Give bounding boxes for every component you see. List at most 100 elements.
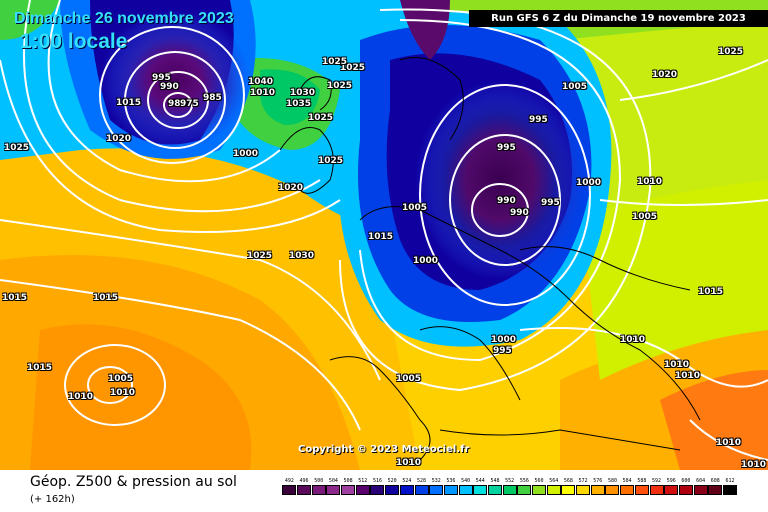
- legend-value: 524: [402, 478, 412, 484]
- isobar-label: 1025: [340, 63, 366, 73]
- legend-value: 516: [372, 478, 382, 484]
- isobar-label: 1030: [289, 251, 315, 261]
- isobar-label: 1010: [637, 177, 663, 187]
- legend-swatch: [355, 485, 370, 495]
- isobar-label: 1025: [308, 113, 334, 123]
- legend-swatch: [443, 485, 458, 495]
- isobar-label: 1010: [716, 438, 742, 448]
- legend-swatch: [634, 485, 649, 495]
- isobar-label: 1010: [110, 388, 136, 398]
- legend-entry: 548: [487, 478, 503, 495]
- copyright-notice: Copyright © 2023 Meteociel.fr: [298, 444, 470, 455]
- legend-value: 504: [328, 478, 338, 484]
- legend-entry: 512: [355, 478, 370, 495]
- legend-swatch: [620, 485, 635, 495]
- legend-entry: 576: [590, 478, 605, 495]
- isobar-label: 1000: [576, 178, 602, 188]
- legend-value: 508: [343, 478, 353, 484]
- legend-value: 496: [299, 478, 309, 484]
- legend-value: 556: [519, 478, 529, 484]
- legend-entry: 556: [517, 478, 532, 495]
- isobar-label: 1005: [562, 82, 588, 92]
- legend-entry: 588: [634, 478, 650, 495]
- isobar-label: 1015: [116, 98, 142, 108]
- legend-swatch: [473, 485, 488, 495]
- isobar-label: 1025: [322, 57, 348, 67]
- legend-value: 492: [284, 478, 294, 484]
- legend-entry: 564: [546, 478, 561, 495]
- legend-value: 580: [607, 478, 617, 484]
- legend-swatch: [605, 485, 620, 495]
- legend-swatch: [590, 485, 605, 495]
- isobar-label: 1005: [108, 374, 134, 384]
- isobar-label: 995: [497, 143, 516, 153]
- legend-entry: 508: [341, 478, 356, 495]
- coastlines: [279, 57, 701, 461]
- legend-entry: 516: [370, 478, 385, 495]
- legend-value: 604: [696, 478, 706, 484]
- chart-title: Géop. Z500 & pression au sol: [30, 474, 237, 490]
- legend-entry: 520: [385, 478, 400, 495]
- legend-swatch: [517, 485, 532, 495]
- legend-swatch: [487, 485, 502, 495]
- legend-value: 536: [446, 478, 456, 484]
- isobar-label: 975: [180, 99, 199, 109]
- isobar-label: 1015: [368, 232, 394, 242]
- legend-swatch: [297, 485, 312, 495]
- legend-entry: 540: [458, 478, 473, 495]
- isobar-label: 1005: [396, 374, 422, 384]
- isobar-label: 995: [493, 346, 512, 356]
- legend-value: 552: [505, 478, 515, 484]
- isobar-label: 985: [203, 93, 222, 103]
- map-canvas: [0, 0, 768, 470]
- legend-value: 572: [578, 478, 588, 484]
- legend-value: 612: [725, 478, 735, 484]
- legend-value: 548: [490, 478, 500, 484]
- isobar-label: 995: [529, 115, 548, 125]
- legend-value: 588: [637, 478, 647, 484]
- legend-entry: 500: [311, 478, 326, 495]
- isobar-label: 1025: [718, 47, 744, 57]
- legend-value: 568: [563, 478, 573, 484]
- isobar-label: 1020: [652, 70, 678, 80]
- legend-value: 576: [593, 478, 603, 484]
- legend-entry: 568: [561, 478, 576, 495]
- legend-entry: 572: [576, 478, 591, 495]
- legend-entry: 592: [649, 478, 664, 495]
- isobar-label: 1025: [4, 143, 30, 153]
- forecast-time-title: 1:00 locale: [20, 30, 128, 53]
- legend-swatch: [414, 485, 429, 495]
- legend-swatch: [546, 485, 561, 495]
- legend-entry: 600: [678, 478, 694, 495]
- legend-entry: 604: [693, 478, 708, 495]
- legend-entry: 528: [414, 478, 429, 495]
- legend-swatch: [649, 485, 664, 495]
- legend-entry: 544: [473, 478, 488, 495]
- isobar-label: 995: [152, 73, 171, 83]
- weather-map: Dimanche 26 novembre 2023 1:00 locale Ru…: [0, 0, 768, 470]
- isobar-label: 1020: [106, 134, 132, 144]
- isobar-label: 1005: [402, 203, 428, 213]
- legend-swatch: [532, 485, 547, 495]
- legend-value: 564: [549, 478, 559, 484]
- legend-entry: 532: [429, 478, 444, 495]
- isobar-label: 1010: [664, 360, 690, 370]
- legend-value: 532: [431, 478, 441, 484]
- isobars: [0, 0, 768, 461]
- legend-value: 512: [358, 478, 368, 484]
- legend-swatch: [458, 485, 473, 495]
- isobar-label: 1010: [620, 335, 646, 345]
- isobar-label: 1040: [248, 77, 274, 87]
- legend-entry: 504: [326, 478, 341, 495]
- isobar-label: 1005: [632, 212, 658, 222]
- isobar-label: 1015: [2, 293, 28, 303]
- isobar-label: 1020: [278, 183, 304, 193]
- legend-swatch: [341, 485, 356, 495]
- isobar-label: 1000: [233, 149, 259, 159]
- legend-entry: 560: [532, 478, 547, 495]
- legend-value: 528: [417, 478, 427, 484]
- isobar-label: 1000: [491, 335, 517, 345]
- legend-swatch: [399, 485, 414, 495]
- legend-entry: 524: [399, 478, 415, 495]
- isobar-label: 1015: [27, 363, 53, 373]
